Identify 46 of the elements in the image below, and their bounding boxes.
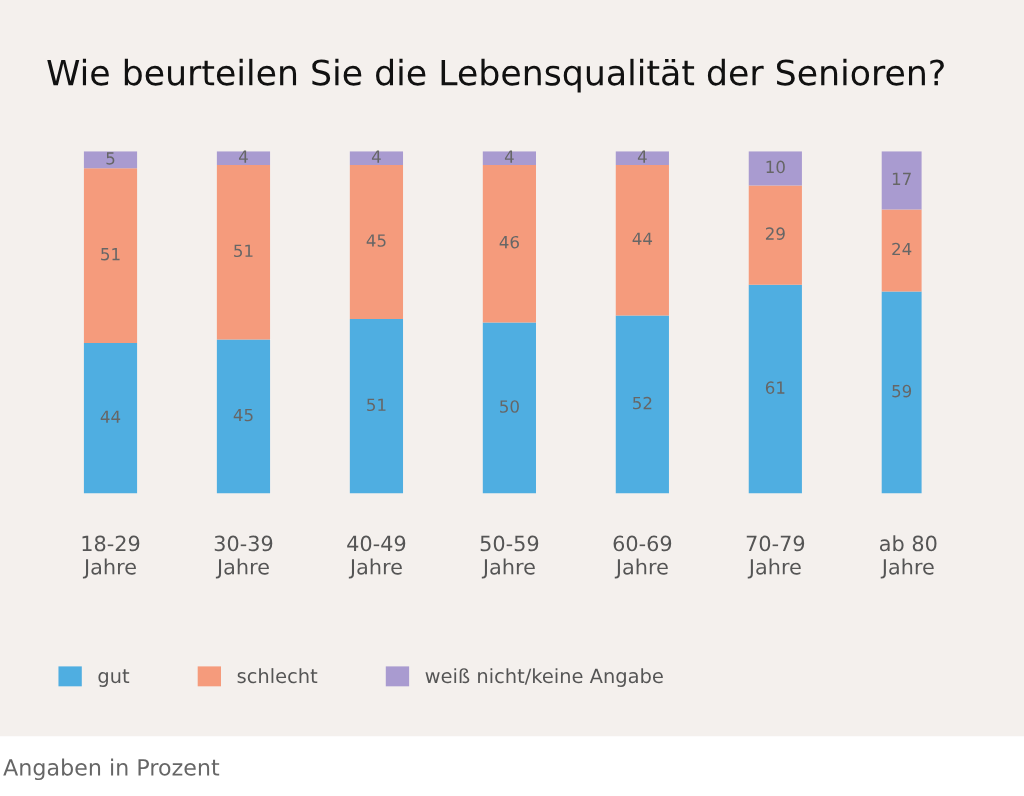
data-label: 44 xyxy=(100,410,121,423)
data-label: 29 xyxy=(765,227,785,240)
legend-label: gut xyxy=(98,669,130,687)
legend-label: weiß nicht/keine Angabe xyxy=(425,668,663,687)
bar xyxy=(482,322,536,494)
data-label: 10 xyxy=(766,160,785,174)
data-label: 45 xyxy=(233,408,253,422)
x-tick-label: 40-49 Jahre xyxy=(347,535,406,579)
data-label: 17 xyxy=(892,172,911,185)
data-label: 44 xyxy=(632,232,653,245)
data-label: 61 xyxy=(765,381,785,394)
legend-label: schlecht xyxy=(237,668,318,684)
x-tick-label: 30-39 Jahre xyxy=(214,535,273,579)
data-label: 4 xyxy=(238,150,248,163)
data-label: 4 xyxy=(637,150,647,163)
data-label: 50 xyxy=(500,400,519,413)
bar xyxy=(615,164,669,316)
data-label: 51 xyxy=(367,398,386,412)
x-tick-label: 60-69 Jahre xyxy=(613,535,672,579)
x-tick-label: 50-59 Jahre xyxy=(480,535,539,579)
x-tick-label: ab 80 Jahre xyxy=(879,535,937,579)
bar xyxy=(83,342,138,494)
data-label: 5 xyxy=(106,152,115,165)
data-label: 4 xyxy=(504,150,514,163)
x-tick-label: 70-79 Jahre xyxy=(746,535,805,579)
bar xyxy=(349,318,404,494)
chart-title: Wie beurteilen Sie die Lebensqualität der Senioren? xyxy=(47,58,944,93)
x-tick-label: 18-29 Jahre xyxy=(82,535,140,579)
bar xyxy=(748,151,802,186)
bar xyxy=(83,168,138,343)
data-label: 46 xyxy=(499,235,519,249)
data-label: 51 xyxy=(101,248,120,261)
bar xyxy=(748,284,802,494)
bar xyxy=(615,315,669,494)
bar xyxy=(482,164,536,323)
data-label: 59 xyxy=(892,384,912,398)
data-label: 52 xyxy=(633,396,652,410)
bar xyxy=(349,164,404,319)
bar xyxy=(748,185,802,285)
data-label: 51 xyxy=(234,244,253,258)
text: Angaben in Prozent xyxy=(3,758,220,781)
data-label: 45 xyxy=(366,234,386,247)
data-label: 4 xyxy=(371,150,381,163)
data-label: 24 xyxy=(892,242,912,256)
bar xyxy=(216,339,271,494)
bar xyxy=(216,164,271,340)
